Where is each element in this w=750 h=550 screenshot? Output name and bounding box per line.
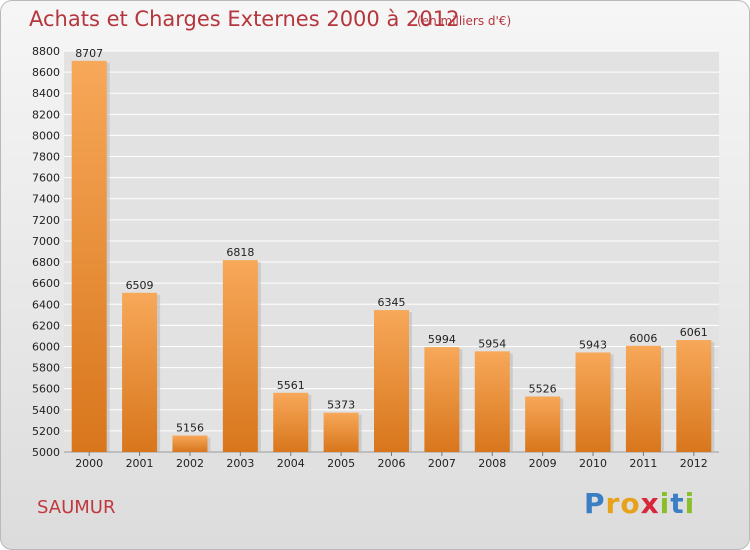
- y-tick-label: 5000: [32, 446, 60, 459]
- bar: [575, 352, 611, 452]
- logo-letter: r: [605, 487, 621, 520]
- bar: [625, 345, 661, 452]
- x-tick-label: 2000: [75, 457, 103, 470]
- data-label: 8707: [75, 47, 103, 60]
- data-label: 6509: [126, 279, 154, 292]
- y-tick-label: 7400: [32, 193, 60, 206]
- x-tick-label: 2002: [176, 457, 204, 470]
- x-tick-label: 2006: [378, 457, 406, 470]
- x-tick-label: 2012: [680, 457, 708, 470]
- y-tick-label: 6600: [32, 277, 60, 290]
- x-tick-label: 2009: [529, 457, 557, 470]
- y-tick-label: 7000: [32, 235, 60, 248]
- x-tick-label: 2001: [126, 457, 154, 470]
- x-tick-label: 2005: [327, 457, 355, 470]
- y-tick-label: 8200: [32, 108, 60, 121]
- y-tick-label: 5800: [32, 362, 60, 375]
- data-label: 5561: [277, 379, 305, 392]
- bar: [525, 396, 561, 452]
- y-tick-label: 8600: [32, 66, 60, 79]
- x-tick-label: 2004: [277, 457, 305, 470]
- bar: [273, 392, 309, 452]
- y-tick-label: 6000: [32, 340, 60, 353]
- logo-letter: i: [659, 487, 671, 520]
- bar: [222, 260, 258, 452]
- data-label: 6006: [629, 332, 657, 345]
- chart-subtitle: (en milliers d'€): [417, 14, 512, 28]
- logo-letter: t: [670, 487, 685, 520]
- bar: [122, 292, 158, 452]
- bar: [424, 347, 460, 452]
- proxiti-logo[interactable]: Proxiti: [584, 487, 695, 520]
- data-label: 5156: [176, 422, 204, 435]
- data-label: 5994: [428, 333, 456, 346]
- y-tick-label: 7600: [32, 172, 60, 185]
- x-tick-label: 2010: [579, 457, 607, 470]
- y-tick-label: 8000: [32, 129, 60, 142]
- y-tick-label: 6200: [32, 319, 60, 332]
- logo-letter: i: [684, 487, 696, 520]
- x-tick-label: 2011: [629, 457, 657, 470]
- bar: [172, 435, 208, 452]
- data-label: 6345: [378, 296, 406, 309]
- bar: [323, 412, 359, 452]
- bar: [71, 60, 107, 453]
- logo-letter: o: [620, 487, 641, 520]
- x-tick-label: 2003: [226, 457, 254, 470]
- bar: [474, 351, 510, 452]
- city-label: SAUMUR: [37, 497, 116, 518]
- x-tick-label: 2007: [428, 457, 456, 470]
- data-label: 5954: [478, 337, 506, 350]
- data-label: 5373: [327, 399, 355, 412]
- y-tick-label: 7200: [32, 214, 60, 227]
- y-tick-label: 5400: [32, 404, 60, 417]
- bar: [374, 310, 409, 452]
- y-tick-label: 5600: [32, 383, 60, 396]
- y-tick-label: 8400: [32, 87, 60, 100]
- x-tick-label: 2008: [478, 457, 506, 470]
- y-tick-label: 7800: [32, 151, 60, 164]
- logo-letter: P: [584, 487, 606, 520]
- data-label: 5943: [579, 338, 607, 351]
- data-label: 6818: [226, 246, 254, 259]
- y-tick-label: 6800: [32, 256, 60, 269]
- y-tick-label: 5200: [32, 425, 60, 438]
- bar: [676, 340, 712, 452]
- data-label: 6061: [680, 326, 708, 339]
- y-tick-label: 8800: [32, 45, 60, 58]
- chart-title: Achats et Charges Externes 2000 à 2012: [29, 7, 460, 31]
- data-label: 5526: [529, 382, 557, 395]
- logo-letter: x: [640, 487, 660, 520]
- y-tick-label: 6400: [32, 298, 60, 311]
